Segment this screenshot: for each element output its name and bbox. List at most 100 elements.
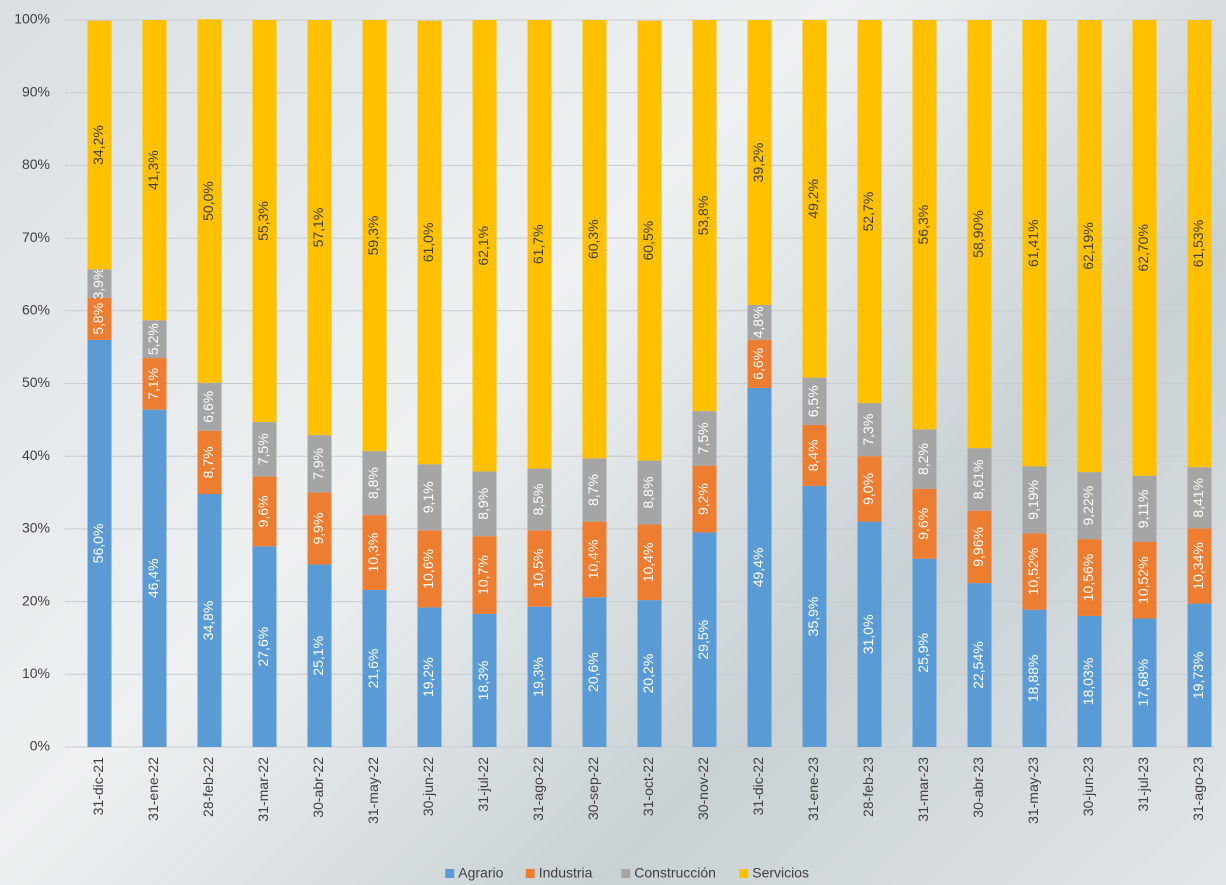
x-tick-label: 30-nov-22 (695, 757, 711, 820)
bar-segment (692, 20, 717, 412)
bar-segment (582, 521, 607, 598)
bar-segment (472, 20, 497, 472)
value-label: 61,0% (420, 223, 436, 263)
legend-swatch (739, 869, 749, 878)
bar-segment (1077, 539, 1102, 616)
x-tick-label: 31-jul-23 (1135, 757, 1151, 812)
bar-segment (527, 20, 552, 469)
value-label: 46,4% (145, 558, 161, 598)
x-tick-label: 31-dic-21 (90, 757, 106, 816)
value-label: 61,41% (1025, 219, 1041, 266)
legend-swatch (445, 869, 455, 878)
value-label: 9,19% (1025, 480, 1041, 520)
bar-segment (472, 613, 497, 747)
value-label: 8,4% (805, 440, 821, 472)
bar-segment (197, 430, 222, 495)
bar-segment (142, 20, 167, 321)
value-label: 19,2% (420, 657, 436, 697)
bar-segment (417, 20, 442, 465)
y-tick-label: 20% (22, 592, 50, 608)
value-label: 56,3% (915, 205, 931, 245)
bar-segment (197, 494, 222, 747)
value-label: 9,0% (860, 473, 876, 505)
value-label: 10,6% (420, 549, 436, 589)
bar-segment (747, 387, 772, 747)
x-tick-label: 31-ene-22 (145, 757, 161, 821)
value-label: 8,8% (365, 467, 381, 499)
value-label: 17,68% (1135, 659, 1151, 706)
bar-segment (142, 409, 167, 747)
x-tick-label: 31-mar-22 (255, 757, 271, 822)
value-label: 25,9% (915, 633, 931, 673)
value-label: 8,9% (475, 488, 491, 520)
value-label: 8,7% (585, 474, 601, 506)
value-label: 4,8% (750, 306, 766, 338)
value-label: 61,7% (530, 224, 546, 264)
value-label: 3,9% (90, 268, 106, 300)
bar-segment (362, 589, 387, 747)
bar-segment (912, 558, 937, 747)
value-label: 59,3% (365, 216, 381, 256)
bar-segment (1077, 472, 1102, 540)
bar-segment (87, 20, 112, 270)
value-label: 10,3% (365, 533, 381, 573)
value-label: 27,6% (255, 627, 271, 667)
value-label: 9,6% (255, 495, 271, 527)
value-label: 8,41% (1190, 478, 1206, 518)
bar-segment (1022, 466, 1047, 534)
x-tick-label: 31-ene-23 (805, 757, 821, 821)
value-label: 58,90% (970, 210, 986, 257)
y-tick-label: 80% (22, 156, 50, 172)
bar-segment (637, 524, 662, 601)
x-tick-label: 31-ago-23 (1190, 757, 1206, 821)
bar-segment (307, 492, 332, 565)
y-tick-label: 40% (22, 447, 50, 463)
x-tick-label: 28-feb-23 (860, 757, 876, 817)
value-label: 9,11% (1135, 490, 1151, 529)
legend-label: Agrario (458, 865, 503, 881)
value-label: 25,1% (310, 636, 326, 676)
bar-segment (417, 530, 442, 608)
bar-segment (912, 429, 937, 489)
bar-segment (527, 468, 552, 531)
y-tick-label: 0% (30, 738, 50, 754)
y-tick-label: 60% (22, 302, 50, 318)
bar-segment (362, 20, 387, 452)
bar-segment (747, 20, 772, 305)
value-label: 10,7% (475, 555, 491, 595)
value-label: 8,61% (970, 460, 986, 500)
value-label: 20,6% (585, 652, 601, 692)
value-label: 18,88% (1025, 655, 1041, 702)
bar-segment (802, 486, 827, 747)
value-label: 10,52% (1025, 548, 1041, 595)
value-label: 5,8% (90, 303, 106, 335)
value-label: 7,5% (695, 422, 711, 454)
value-label: 10,4% (640, 542, 656, 582)
value-label: 10,4% (585, 540, 601, 580)
x-tick-label: 30-jun-23 (1080, 757, 1096, 816)
y-tick-label: 90% (22, 83, 50, 99)
value-label: 10,5% (530, 549, 546, 589)
value-label: 19,73% (1190, 652, 1206, 699)
value-label: 41,3% (145, 150, 161, 190)
legend-label: Industria (539, 865, 593, 881)
legend-label: Construcción (634, 865, 716, 881)
value-label: 7,1% (145, 368, 161, 400)
bar-segment (1132, 618, 1157, 747)
bar-segment (252, 20, 277, 423)
bar-segment (362, 515, 387, 590)
bar-segment (967, 448, 992, 511)
bar-segment (527, 530, 552, 607)
bar-segment (582, 597, 607, 747)
bar-segment (87, 269, 112, 298)
value-label: 18,03% (1080, 658, 1096, 705)
bar-segment (252, 546, 277, 747)
legend-label: Servicios (752, 865, 809, 881)
value-label: 49,2% (805, 179, 821, 219)
value-label: 10,56% (1080, 554, 1096, 601)
bar-segment (472, 471, 497, 537)
bar-segment (637, 600, 662, 747)
y-tick-label: 50% (22, 374, 50, 390)
bar-segment (1187, 19, 1212, 468)
x-tick-label: 28-feb-22 (200, 757, 216, 817)
